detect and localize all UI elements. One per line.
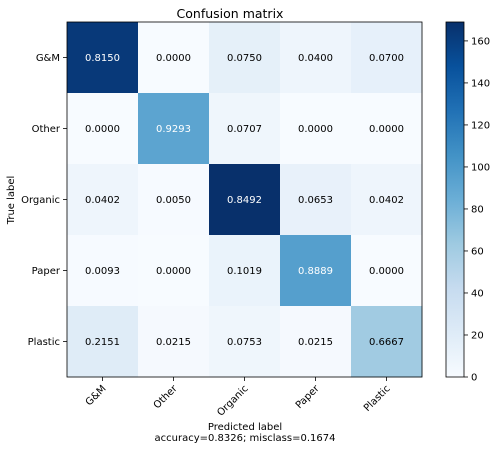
matrix-cell: [351, 235, 423, 307]
colorbar-tick-label: 160: [471, 36, 490, 47]
matrix-cell-value: 0.8492: [227, 195, 262, 206]
matrix-cell-value: 0.0215: [156, 337, 191, 348]
colorbar-ticks: 0 20 40 60 80 100 120 140 160: [464, 36, 490, 384]
matrix-cells: [67, 22, 423, 378]
x-tick-label: Other: [152, 383, 180, 411]
colorbar-tick-label: 140: [471, 78, 490, 89]
y-axis-ticks: G&M Other Organic Paper Plastic: [21, 53, 67, 348]
y-axis-label: True label: [6, 176, 17, 226]
matrix-cell-value: 0.0402: [369, 195, 404, 206]
matrix-cell-value: 0.0653: [298, 195, 333, 206]
matrix-cell-value: 0.0000: [298, 124, 333, 135]
matrix-cell: [280, 235, 352, 307]
matrix-cell: [67, 306, 139, 378]
x-axis-ticks: G&M Other Organic Paper Plastic: [84, 377, 393, 419]
matrix-cell-value: 0.0753: [227, 337, 262, 348]
matrix-cell-value: 0.0215: [298, 337, 333, 348]
matrix-cell: [67, 22, 139, 94]
matrix-cell-value: 0.0700: [369, 53, 404, 64]
y-tick-label: Plastic: [28, 337, 60, 348]
matrix-cell: [351, 164, 423, 236]
matrix-cell: [280, 93, 352, 165]
colorbar-tick-label: 20: [471, 330, 484, 341]
matrix-cell-value: 0.9293: [156, 124, 191, 135]
colorbar: [445, 21, 465, 378]
matrix-cell: [67, 93, 139, 165]
matrix-cell-value: 0.0000: [156, 266, 191, 277]
colorbar-tick-label: 120: [471, 120, 490, 131]
x-tick-label: Paper: [294, 383, 322, 411]
matrix-cell-value: 0.8150: [85, 53, 120, 64]
matrix-cell: [67, 164, 139, 236]
colorbar-tick-label: 100: [471, 162, 490, 173]
matrix-cell-labels: 0.8150 0.0000 0.0750 0.0400 0.0700 0.0000 0.92…: [85, 53, 404, 348]
matrix-cell-value: 0.0000: [156, 53, 191, 64]
y-tick-label: Other: [32, 124, 61, 135]
matrix-cell: [138, 164, 210, 236]
matrix-cell: [351, 93, 423, 165]
x-axis-label: Predicted label: [208, 422, 282, 433]
matrix-cell: [351, 22, 423, 94]
matrix-cell: [138, 235, 210, 307]
chart-title: Confusion matrix: [177, 6, 284, 21]
matrix-cell-value: 0.0400: [298, 53, 333, 64]
matrix-cell-value: 0.8889: [298, 266, 333, 277]
matrix-cell: [280, 22, 352, 94]
matrix-cell: [67, 235, 139, 307]
matrix-cell: [209, 235, 281, 307]
matrix-cell: [209, 22, 281, 94]
matrix-cell-value: 0.0402: [85, 195, 120, 206]
matrix-cell-value: 0.6667: [369, 337, 404, 348]
colorbar-tick-label: 60: [471, 246, 484, 257]
matrix-cell-value: 0.1019: [227, 266, 262, 277]
y-tick-label: G&M: [36, 53, 60, 64]
matrix-cell: [280, 306, 352, 378]
matrix-cell-value: 0.0000: [85, 124, 120, 135]
matrix-cell: [138, 306, 210, 378]
matrix-cell-value: 0.0750: [227, 53, 262, 64]
matrix-cell: [351, 306, 423, 378]
matrix-cell: [280, 164, 352, 236]
matrix-cell: [138, 93, 210, 165]
x-axis-sublabel: accuracy=0.8326; misclass=0.1674: [155, 433, 336, 444]
matrix-cell-value: 0.2151: [85, 337, 120, 348]
matrix-cell: [209, 93, 281, 165]
colorbar-tick-label: 80: [471, 204, 484, 215]
x-tick-label: Plastic: [362, 383, 393, 414]
matrix-cell-value: 0.0707: [227, 124, 262, 135]
colorbar-tick-label: 0: [471, 373, 477, 384]
matrix-cell-value: 0.0000: [369, 124, 404, 135]
x-tick-label: Organic: [215, 383, 250, 418]
matrix-cell: [209, 306, 281, 378]
x-tick-label: G&M: [84, 383, 109, 408]
matrix-cell-value: 0.0093: [85, 266, 120, 277]
y-tick-label: Paper: [32, 266, 61, 277]
matrix-cell: [209, 164, 281, 236]
matrix-cell-value: 0.0000: [369, 266, 404, 277]
matrix-cell: [138, 22, 210, 94]
colorbar-tick-label: 40: [471, 288, 484, 299]
matrix-cell-value: 0.0050: [156, 195, 191, 206]
y-tick-label: Organic: [21, 195, 60, 206]
